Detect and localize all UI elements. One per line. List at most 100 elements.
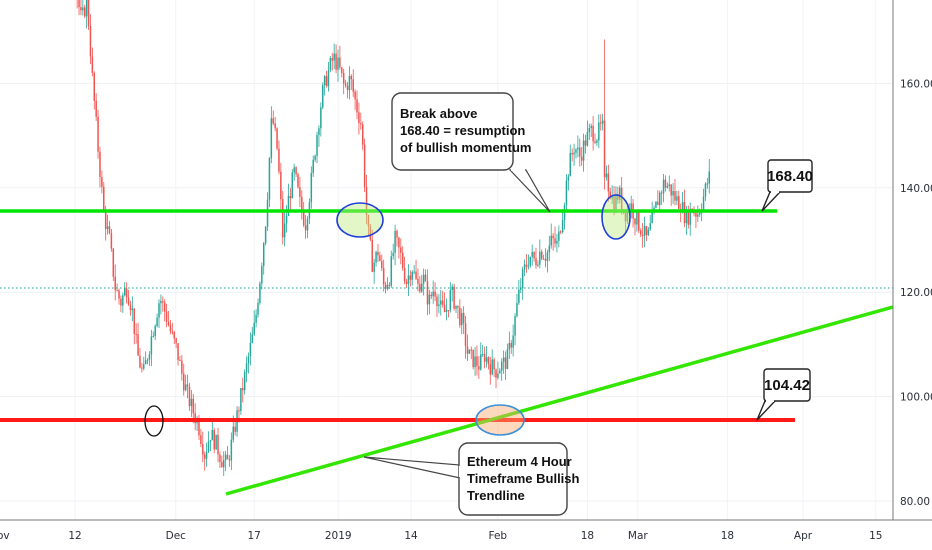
candle (497, 361, 499, 380)
candle (344, 79, 347, 88)
candle (183, 363, 185, 396)
candle (114, 264, 116, 301)
candle (695, 209, 697, 229)
candle (261, 262, 263, 290)
price-axis[interactable]: 80.00100.00120.00140.00160.00180.00200.0… (892, 0, 932, 550)
candle (436, 293, 438, 317)
support-price-label[interactable]: 104.42 (756, 368, 811, 421)
candle (489, 356, 492, 385)
candle (460, 308, 463, 335)
candle (243, 369, 246, 395)
support-touch-circle-2 (475, 404, 525, 436)
candle (499, 368, 501, 374)
candle (636, 210, 638, 232)
candle (428, 289, 431, 315)
plot-background (0, 0, 893, 520)
candle (398, 236, 400, 259)
candle (274, 116, 276, 132)
candle (200, 428, 202, 447)
candle (339, 45, 341, 70)
candle (331, 52, 334, 71)
candle (312, 155, 314, 177)
candle (148, 351, 151, 366)
time-tick-label: Feb (489, 530, 508, 542)
candle (569, 144, 572, 177)
candle (259, 281, 261, 305)
candle (78, 0, 80, 15)
candle (127, 289, 130, 306)
candle (101, 170, 103, 194)
time-tick-label: Nov (0, 530, 10, 542)
candle (474, 346, 476, 376)
candle (276, 127, 278, 151)
time-tick-label: 17 (248, 530, 261, 542)
candle (520, 278, 522, 294)
candle (99, 146, 101, 188)
candle (540, 249, 543, 261)
resistance-callout[interactable]: Break above 168.40 = resumption of bulli… (391, 92, 551, 213)
trendline-callout[interactable]: Ethereum 4 Hour Timeframe Bullish Trendl… (363, 442, 580, 516)
candle (453, 283, 455, 311)
candle (173, 330, 175, 345)
candle (219, 451, 221, 468)
resistance-touch-circle-1 (336, 202, 384, 238)
candle (529, 256, 532, 268)
candle (466, 334, 469, 361)
candle (270, 106, 273, 164)
candle (89, 14, 92, 65)
candle (668, 175, 671, 192)
candle (510, 339, 512, 354)
candle (297, 172, 299, 189)
candle (434, 282, 436, 302)
candle (293, 163, 295, 181)
candle (438, 294, 440, 314)
candle (702, 188, 705, 213)
bullish-trendline[interactable] (225, 305, 894, 496)
candle (634, 217, 636, 236)
candle (282, 190, 284, 245)
support-touch-circle-1 (144, 405, 164, 437)
candle (175, 337, 177, 349)
candle (603, 39, 606, 190)
candle (559, 230, 562, 235)
candle (247, 352, 250, 374)
candle (432, 280, 434, 304)
candle (186, 374, 189, 399)
candle (139, 347, 141, 369)
candle (599, 114, 602, 131)
candle (188, 382, 191, 411)
candle (213, 427, 215, 454)
candle (371, 229, 373, 273)
candle (323, 75, 326, 96)
candle (548, 235, 551, 262)
candle (123, 282, 126, 297)
candle (504, 351, 507, 381)
candle (190, 390, 193, 417)
candle (93, 71, 96, 110)
highlight-circles (144, 194, 631, 437)
time-tick-label: 14 (404, 530, 418, 542)
candle (112, 248, 115, 282)
resistance-touch-circle-2 (601, 194, 631, 240)
candle (302, 201, 305, 228)
resistance-price-label[interactable]: 168.40 (761, 159, 813, 212)
candle (638, 211, 640, 233)
candle (377, 244, 379, 263)
time-tick-label: 12 (68, 530, 81, 542)
candle (641, 222, 644, 248)
time-axis[interactable]: Nov 12 Dec 17 2019 14 Feb 18 Mar 18 Apr 15 (0, 519, 932, 550)
trendline-callout-box (458, 442, 568, 516)
candle (620, 176, 623, 215)
candle (80, 0, 82, 16)
candle (470, 346, 473, 360)
price-axis-background (893, 0, 932, 550)
candle (512, 324, 514, 357)
candle (525, 254, 528, 273)
candle (291, 169, 294, 199)
candle (440, 289, 442, 316)
candle (400, 238, 402, 265)
candle (255, 309, 257, 328)
candle (480, 342, 482, 371)
candle (596, 138, 598, 147)
